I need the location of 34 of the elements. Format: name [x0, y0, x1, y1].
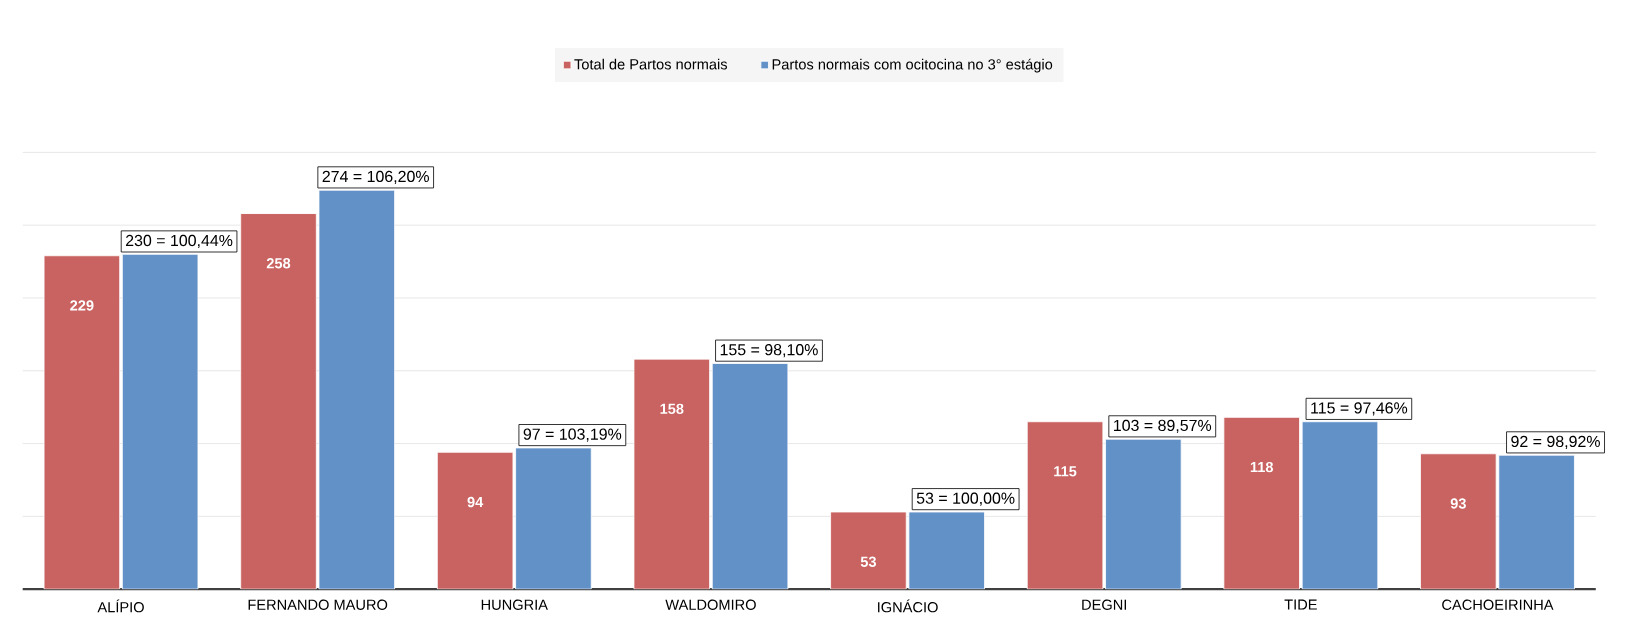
data-label: 229	[70, 300, 94, 311]
x-tick-label: DEGNI	[1082, 599, 1126, 610]
data-label: 92 = 98,92%	[1511, 435, 1600, 449]
data-label: 94	[467, 496, 484, 508]
data-label: 103 = 89,57%	[1114, 419, 1212, 433]
data-label: 230 = 100,44%	[125, 234, 233, 248]
bar	[1026, 421, 1104, 590]
x-tick-label: CACHOEIRINHA	[1442, 599, 1554, 610]
x-tick-label: WALDOMIRO	[665, 599, 756, 610]
data-label: 158	[660, 403, 684, 414]
bar	[436, 451, 514, 590]
data-label: 93	[1450, 498, 1466, 509]
data-label: 53 = 100,00%	[916, 492, 1015, 506]
data-label: 155 = 98,10%	[720, 344, 818, 358]
x-tick-label: FERNANDO MAURO	[248, 599, 388, 610]
bar	[1420, 453, 1497, 590]
legend-label: Total de Partos normais	[574, 58, 728, 70]
data-label: 274 = 106,20%	[322, 170, 429, 184]
bar	[633, 358, 710, 590]
data-label: 115	[1054, 466, 1077, 477]
x-tick-label: ALÍPIO	[97, 599, 144, 613]
bar	[240, 213, 317, 590]
legend-label: Partos normais com ocitocina no 3° estágio	[772, 58, 1053, 73]
bar	[43, 255, 121, 590]
x-tick-label: IGNÁCIO	[878, 599, 938, 613]
data-label: 97 = 103,19%	[523, 428, 622, 442]
data-label: 118	[1250, 461, 1274, 473]
data-label: 53	[860, 556, 877, 567]
x-tick-label: TIDE	[1284, 599, 1317, 610]
x-tick-label: HUNGRIA	[481, 599, 548, 610]
bar	[830, 511, 907, 590]
bar	[1223, 416, 1300, 590]
data-label: 115 = 97,46%	[1311, 402, 1408, 416]
data-label: 258	[266, 258, 291, 269]
